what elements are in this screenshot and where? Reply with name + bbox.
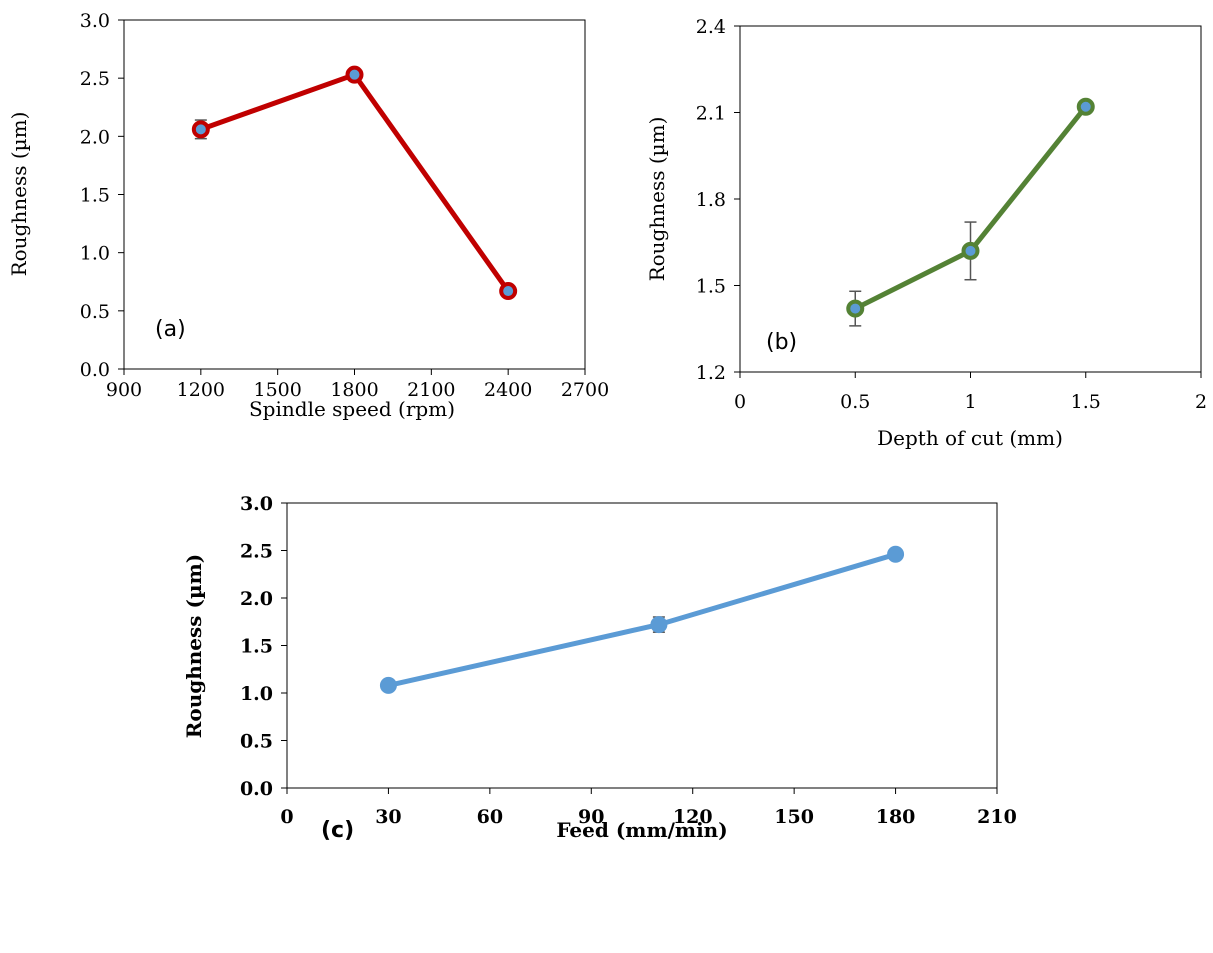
x-tick-label: 30 — [375, 806, 401, 828]
data-point — [1076, 97, 1095, 116]
x-tick-label: 0 — [280, 806, 293, 828]
x-tick-label: 150 — [774, 806, 814, 828]
y-tick-label: 3.0 — [80, 10, 110, 32]
y-tick-label: 2.0 — [240, 588, 273, 610]
x-tick-label: 900 — [106, 379, 142, 401]
plot-area-frame — [286, 502, 998, 789]
x-tick-label: 1 — [964, 391, 976, 413]
y-tick-label: 1.2 — [696, 362, 726, 384]
x-tick-label: 0 — [734, 391, 746, 413]
series-line — [199, 72, 511, 293]
panel-label: (c) — [321, 818, 354, 843]
y-tick-label: 2.5 — [240, 541, 273, 563]
x-axis-title: Spindle speed (rpm) — [249, 397, 455, 421]
data-point — [379, 676, 397, 694]
x-axis-title: Depth of cut (mm) — [877, 426, 1063, 450]
x-tick-label: 180 — [876, 806, 916, 828]
y-axis-title: Roughness (µm) — [645, 117, 669, 282]
y-tick-label: 1.0 — [240, 683, 273, 705]
x-tick-label: 2100 — [407, 379, 455, 401]
series-line — [387, 551, 897, 688]
y-tick-label: 2.0 — [80, 126, 110, 148]
plot-area-frame — [739, 25, 1202, 373]
x-tick-label: 0.5 — [840, 391, 870, 413]
y-tick-label: 2.1 — [696, 103, 726, 125]
y-tick-label: 1.8 — [696, 189, 726, 211]
y-tick-label: 1.0 — [80, 243, 110, 265]
x-tick-label: 60 — [477, 806, 503, 828]
y-tick-label: 1.5 — [80, 185, 110, 207]
data-point — [961, 241, 980, 260]
y-tick-label: 3.0 — [240, 493, 273, 515]
chart-panel-2: 0 0.5 1 1.5 2 1.2 1.5 1.8 2.1 2.4 Depth of cut (mm… — [645, 16, 1207, 450]
x-tick-label: 2 — [1195, 391, 1207, 413]
y-tick-label: 0.5 — [80, 301, 110, 323]
y-tick-label: 0.0 — [80, 359, 110, 381]
x-tick-label: 1200 — [177, 379, 225, 401]
x-tick-label: 90 — [578, 806, 604, 828]
x-axis-title: Feed (mm/min) — [556, 818, 727, 842]
x-tick-label: 1.5 — [1071, 391, 1101, 413]
x-tick-label: 120 — [673, 806, 713, 828]
data-point — [499, 282, 518, 301]
x-tick-label: 1800 — [330, 379, 378, 401]
x-tick-label: 1500 — [253, 379, 301, 401]
y-tick-label: 1.5 — [696, 276, 726, 298]
x-tick-label: 2400 — [484, 379, 532, 401]
chart-panel-3: 0 30 60 90 120 150 180 210 0.0 0.5 1.0 1.5 2.0 2.5 3.0… — [182, 493, 1017, 843]
y-axis-title: Roughness (µm) — [7, 112, 31, 277]
y-tick-label: 2.4 — [696, 16, 726, 38]
panel-label: (a) — [155, 317, 186, 342]
data-point — [846, 299, 865, 318]
data-point — [191, 120, 210, 139]
y-tick-label: 1.5 — [240, 636, 273, 658]
data-point — [887, 545, 905, 563]
data-point — [345, 65, 364, 84]
data-point — [650, 616, 668, 634]
x-tick-label: 210 — [977, 806, 1017, 828]
y-tick-label: 0.5 — [240, 731, 273, 753]
chart-panel-1: 900 1200 1500 1800 2100 2400 2700 0.0 0.5 1.0 1.5 2… — [7, 10, 609, 421]
y-tick-label: 2.5 — [80, 68, 110, 90]
x-tick-label: 2700 — [561, 379, 609, 401]
y-axis-title: Roughness (µm) — [182, 554, 206, 739]
y-tick-label: 0.0 — [240, 778, 273, 800]
panel-label: (b) — [766, 330, 797, 355]
